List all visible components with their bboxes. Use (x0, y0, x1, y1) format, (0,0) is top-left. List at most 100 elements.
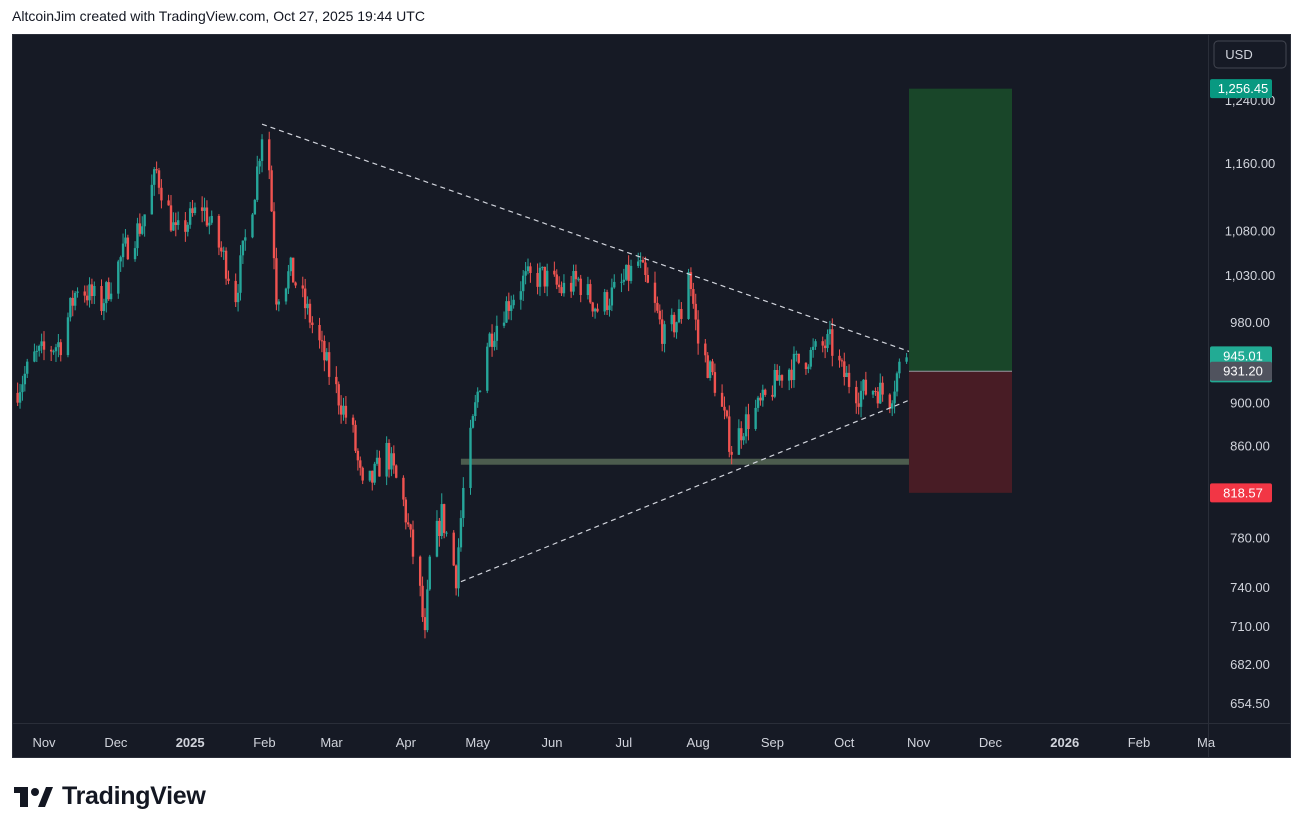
candle-body (59, 342, 62, 356)
candle-body (272, 211, 276, 259)
candle (193, 202, 197, 216)
candle-body (16, 392, 19, 403)
candle-body (49, 349, 53, 352)
candle (579, 274, 582, 303)
price-tick-label: 740.00 (1230, 580, 1270, 595)
candle-body (747, 414, 750, 429)
candle-body (603, 292, 606, 312)
candle-body (277, 301, 281, 305)
candle (150, 174, 154, 215)
candle-body (692, 289, 695, 304)
candle (505, 296, 508, 324)
candle (236, 284, 240, 312)
price-label-box (1210, 483, 1272, 503)
time-tick-label: Aug (687, 735, 710, 750)
candle-body (153, 169, 156, 185)
price-tick-label: 980.00 (1230, 315, 1270, 330)
candle (744, 406, 748, 444)
candle (26, 358, 29, 379)
candle (754, 399, 757, 431)
candle-body (452, 532, 455, 566)
candle-body (107, 282, 110, 300)
candle-body (141, 226, 144, 234)
candle-body (637, 261, 640, 266)
candle (526, 258, 530, 275)
candle (119, 255, 122, 272)
candle-body (327, 352, 331, 377)
candle (303, 278, 307, 320)
candle-body (524, 271, 527, 276)
candle-body (172, 222, 175, 231)
candle-body (512, 299, 515, 306)
price-tick-label: 780.00 (1230, 530, 1270, 545)
time-tick-label: Nov (32, 735, 56, 750)
candle-body (660, 319, 664, 344)
candle-body (102, 303, 106, 312)
candle-body (696, 319, 700, 344)
candle (418, 555, 422, 597)
candle-body (342, 405, 345, 415)
currency-badge[interactable]: USD (1213, 40, 1287, 69)
candle (879, 373, 882, 404)
candle-body (356, 450, 360, 461)
candle (133, 241, 137, 262)
candle-body (708, 361, 712, 378)
candle (428, 554, 431, 591)
candle-body (308, 303, 312, 323)
candle (711, 358, 714, 376)
candle-body (387, 442, 391, 470)
candle (572, 264, 575, 296)
chart-frame[interactable] (12, 34, 1291, 758)
candle (361, 466, 364, 485)
candle (371, 470, 374, 491)
currency-badge-label: USD (1225, 47, 1252, 62)
candle-body (126, 237, 130, 260)
candle-body (646, 275, 650, 283)
candle (85, 285, 89, 306)
candle-body (337, 384, 340, 406)
candle (646, 267, 650, 284)
candle-body (891, 403, 894, 409)
candle (157, 167, 161, 195)
candle-body (474, 402, 477, 417)
candle-body (402, 477, 405, 500)
candle-body (538, 267, 542, 287)
candle (792, 346, 796, 388)
candle-body (378, 457, 381, 477)
candle (270, 165, 273, 213)
candle (153, 167, 156, 196)
candle (117, 259, 120, 299)
candle-body (294, 282, 297, 286)
candle-body (625, 264, 628, 280)
candle-body (553, 270, 556, 275)
candle (478, 390, 482, 393)
candle-body (888, 394, 892, 409)
price-tick-label: 860.00 (1230, 438, 1270, 453)
candle-body (208, 222, 211, 226)
candle (677, 299, 681, 324)
candle-body (409, 524, 412, 530)
candle (124, 228, 127, 247)
chart-attribution: AltcoinJim created with TradingView.com,… (12, 8, 425, 24)
candle (93, 281, 96, 305)
candle-body (35, 350, 39, 352)
candle (692, 282, 695, 309)
candle (593, 307, 597, 319)
candle-body (143, 214, 146, 227)
candle-body (725, 410, 729, 417)
candle (169, 195, 173, 233)
candle (462, 477, 465, 527)
candle-body (502, 322, 506, 326)
candle-body (545, 270, 549, 287)
candle-body (591, 302, 594, 312)
candle-body (622, 279, 626, 282)
candle-body (893, 391, 896, 404)
price-label-value: 818.57 (1223, 485, 1263, 500)
candle-body (291, 257, 295, 283)
candle-body (442, 504, 446, 533)
candle-body (26, 361, 29, 374)
candle-body (723, 406, 726, 411)
candle (337, 381, 340, 415)
candle-body (239, 255, 242, 293)
